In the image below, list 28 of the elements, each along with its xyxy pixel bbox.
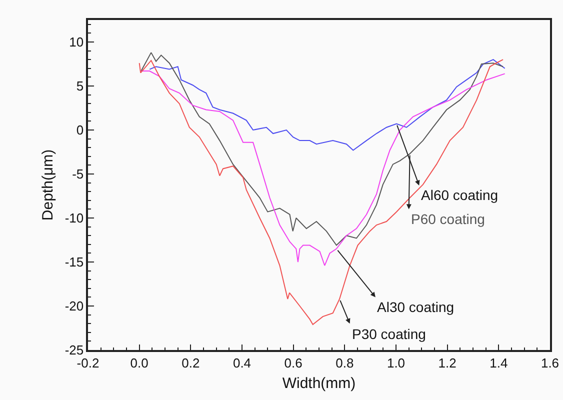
line-series xyxy=(140,52,504,246)
line-series xyxy=(138,59,504,325)
x-tick-label: 0.2 xyxy=(182,355,200,370)
x-tick-label: 1.2 xyxy=(438,355,456,370)
y-tick-label: 5 xyxy=(76,78,84,94)
x-tick-label: 0.4 xyxy=(232,355,252,370)
x-tick-label: 1.6 xyxy=(540,355,560,370)
y-tick-label: -25 xyxy=(64,342,84,358)
line-series xyxy=(149,59,506,151)
x-tick-label: 1.4 xyxy=(490,355,508,370)
text: P60 coating xyxy=(411,211,485,227)
line-series xyxy=(140,70,506,266)
text: Al30 coating xyxy=(377,299,454,315)
x-tick-label: 0.8 xyxy=(336,355,354,370)
series-label: P30 coating xyxy=(352,326,426,342)
y-tick-label: -5 xyxy=(72,166,84,182)
y-tick-label: -20 xyxy=(64,298,84,314)
y-tick-label: -10 xyxy=(64,210,84,226)
x-tick-label: 1.0 xyxy=(386,355,406,370)
x-tick-label: 0.0 xyxy=(130,355,148,370)
x-axis-title: Width(mm) xyxy=(282,374,356,392)
text: Al60 coating xyxy=(421,187,498,203)
y-tick-label: 10 xyxy=(69,34,84,50)
y-tick-label: 0 xyxy=(76,122,84,138)
x-tick-label: -0.2 xyxy=(76,355,100,370)
x-tick-label: 0.6 xyxy=(284,355,302,370)
y-tick-label: -15 xyxy=(64,254,84,270)
y-axis-title: Depth(μm) xyxy=(40,149,57,221)
